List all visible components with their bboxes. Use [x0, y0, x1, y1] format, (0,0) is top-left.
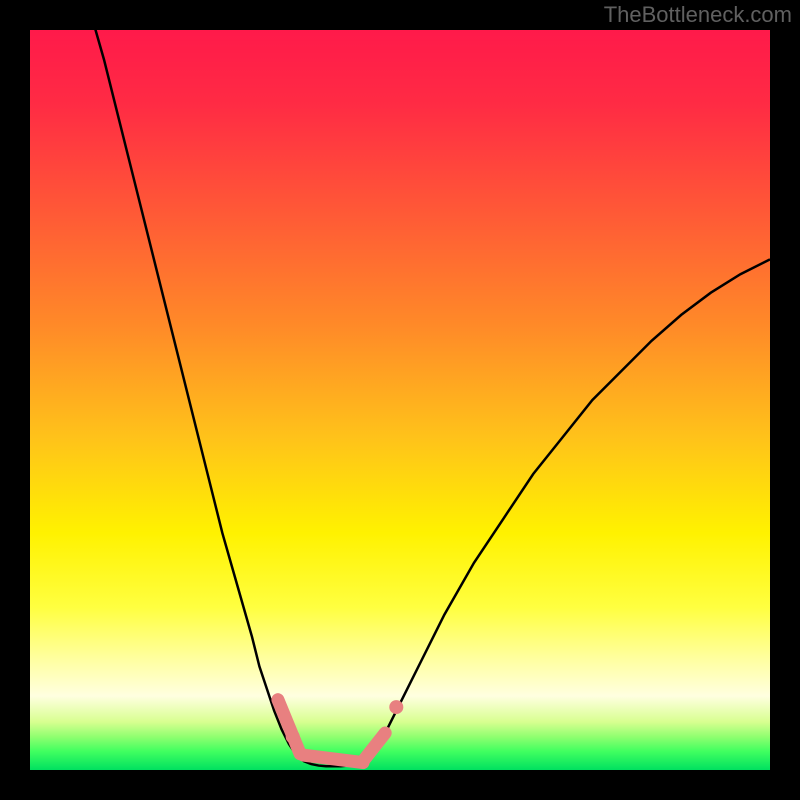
chart-container: TheBottleneck.com — [0, 0, 800, 800]
watermark-text: TheBottleneck.com — [604, 2, 792, 28]
plot-background — [30, 30, 770, 770]
chart-svg — [0, 0, 800, 800]
